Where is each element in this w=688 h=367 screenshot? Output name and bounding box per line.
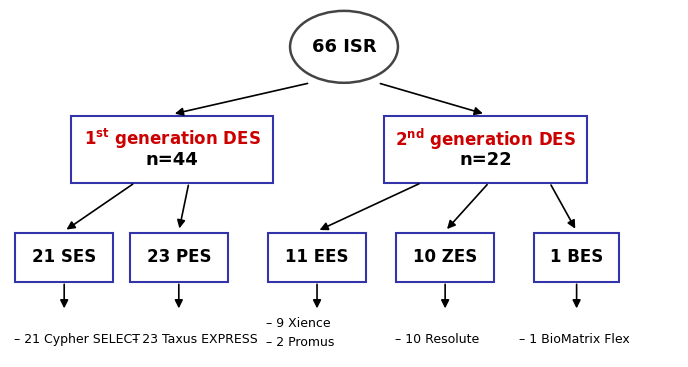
- Text: 23 PES: 23 PES: [147, 248, 211, 266]
- Text: – 21 Cypher SELECT: – 21 Cypher SELECT: [14, 334, 140, 346]
- Text: 66 ISR: 66 ISR: [312, 38, 376, 56]
- Text: – 10 Resolute: – 10 Resolute: [395, 334, 479, 346]
- Text: 11 EES: 11 EES: [286, 248, 349, 266]
- Text: 10 ZES: 10 ZES: [413, 248, 477, 266]
- Text: 2$^{\mathregular{nd}}$ generation DES: 2$^{\mathregular{nd}}$ generation DES: [395, 127, 576, 152]
- Text: – 9 Xience
– 2 Promus: – 9 Xience – 2 Promus: [266, 317, 335, 349]
- FancyBboxPatch shape: [268, 233, 366, 281]
- FancyBboxPatch shape: [130, 233, 228, 281]
- Text: 21 SES: 21 SES: [32, 248, 96, 266]
- Text: 1$^{\mathregular{st}}$ generation DES: 1$^{\mathregular{st}}$ generation DES: [84, 127, 261, 151]
- FancyBboxPatch shape: [71, 116, 273, 183]
- Text: n=22: n=22: [459, 151, 512, 169]
- FancyBboxPatch shape: [15, 233, 113, 281]
- Text: – 23 Taxus EXPRESS: – 23 Taxus EXPRESS: [131, 334, 257, 346]
- FancyBboxPatch shape: [385, 116, 587, 183]
- FancyBboxPatch shape: [535, 233, 619, 281]
- Text: – 1 BioMatrix Flex: – 1 BioMatrix Flex: [519, 334, 630, 346]
- Text: 1 BES: 1 BES: [550, 248, 603, 266]
- FancyBboxPatch shape: [396, 233, 494, 281]
- Text: n=44: n=44: [146, 151, 198, 169]
